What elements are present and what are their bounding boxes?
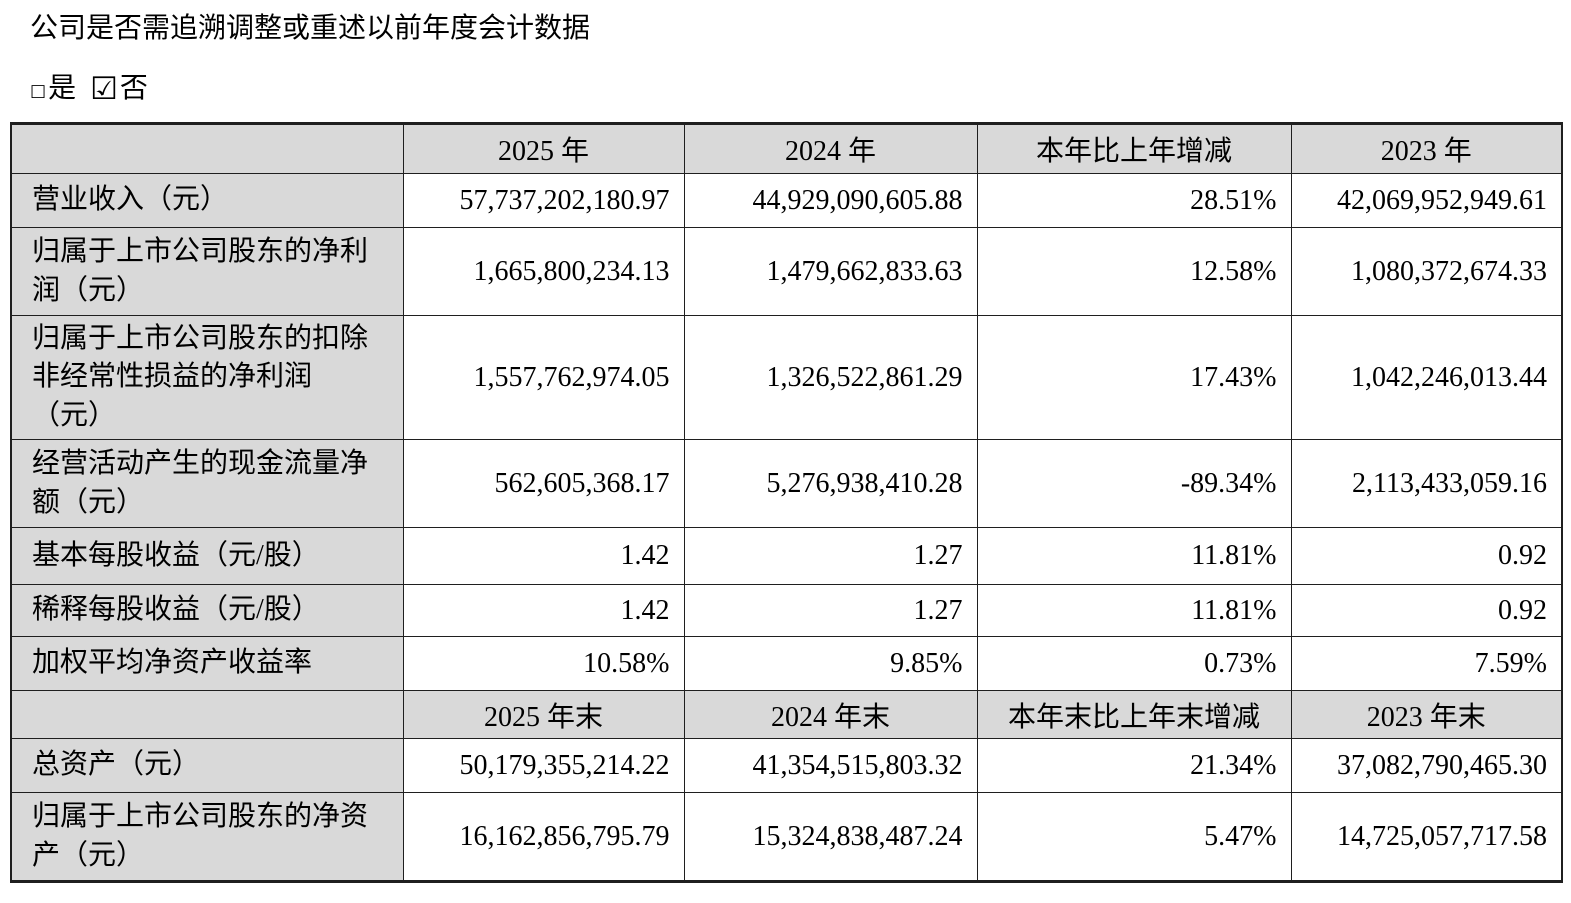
value-2024: 1,479,662,833.63 bbox=[683, 227, 978, 316]
row-operating-cash-flow: 经营活动产生的现金流量净 额（元） 562,605,368.17 5,276,9… bbox=[10, 439, 1563, 528]
value-2023: 0.92 bbox=[1290, 527, 1563, 585]
row-label: 加权平均净资产收益率 bbox=[10, 636, 404, 691]
row-total-assets: 总资产（元） 50,179,355,214.22 41,354,515,803.… bbox=[10, 738, 1563, 793]
row-label: 营业收入（元） bbox=[10, 173, 404, 228]
row-label: 归属于上市公司股东的净资 产（元） bbox=[10, 792, 404, 882]
header-2023: 2023 年 bbox=[1290, 123, 1563, 174]
value-2023: 42,069,952,949.61 bbox=[1290, 173, 1563, 228]
value-change: 11.81% bbox=[976, 584, 1292, 637]
value-2025: 1.42 bbox=[402, 527, 685, 585]
row-net-profit-deducted: 归属于上市公司股东的扣除 非经常性损益的净利润 （元） 1,557,762,97… bbox=[10, 315, 1563, 440]
value-2023: 14,725,057,717.58 bbox=[1290, 792, 1563, 882]
checkbox-unchecked-icon: □ bbox=[30, 80, 47, 101]
row-weighted-roe: 加权平均净资产收益率 10.58% 9.85% 0.73% 7.59% bbox=[10, 636, 1563, 691]
option-yes: □ 是 bbox=[30, 72, 76, 106]
row-label: 归属于上市公司股东的扣除 非经常性损益的净利润 （元） bbox=[10, 315, 404, 440]
header-eoy-change: 本年末比上年末增减 bbox=[976, 690, 1292, 739]
header-2024: 2024 年 bbox=[683, 123, 978, 174]
document-page: 公司是否需追溯调整或重述以前年度会计数据 □ 是 ☑ 否 2025 年 2024 年… bbox=[0, 12, 1571, 903]
value-2023: 1,042,246,013.44 bbox=[1290, 315, 1563, 440]
value-2025: 10.58% bbox=[402, 636, 685, 691]
header-2023-end: 2023 年末 bbox=[1290, 690, 1563, 739]
value-2025: 1,665,800,234.13 bbox=[402, 227, 685, 316]
value-change: 11.81% bbox=[976, 527, 1292, 585]
value-2025: 1,557,762,974.05 bbox=[402, 315, 685, 440]
value-change: 28.51% bbox=[976, 173, 1292, 228]
header-yoy-change: 本年比上年增减 bbox=[976, 123, 1292, 174]
value-2024: 41,354,515,803.32 bbox=[683, 738, 978, 793]
row-label: 归属于上市公司股东的净利 润（元） bbox=[10, 227, 404, 316]
value-2025: 1.42 bbox=[402, 584, 685, 637]
value-2025: 16,162,856,795.79 bbox=[402, 792, 685, 882]
table-header-end-of-year: 2025 年末 2024 年末 本年末比上年末增减 2023 年末 bbox=[10, 690, 1563, 739]
value-2024: 1.27 bbox=[683, 584, 978, 637]
value-2025: 57,737,202,180.97 bbox=[402, 173, 685, 228]
row-label: 稀释每股收益（元/股） bbox=[10, 584, 404, 637]
row-label: 基本每股收益（元/股） bbox=[10, 527, 404, 585]
table-header-annual: 2025 年 2024 年 本年比上年增减 2023 年 bbox=[10, 123, 1563, 174]
checkbox-checked-icon: ☑ bbox=[90, 70, 118, 107]
value-2023: 7.59% bbox=[1290, 636, 1563, 691]
value-2023: 37,082,790,465.30 bbox=[1290, 738, 1563, 793]
value-2023: 0.92 bbox=[1290, 584, 1563, 637]
row-label: 总资产（元） bbox=[10, 738, 404, 793]
checkbox-line: □ 是 ☑ 否 bbox=[30, 72, 1571, 106]
value-change: 0.73% bbox=[976, 636, 1292, 691]
row-basic-eps: 基本每股收益（元/股） 1.42 1.27 11.81% 0.92 bbox=[10, 527, 1563, 585]
row-net-assets: 归属于上市公司股东的净资 产（元） 16,162,856,795.79 15,3… bbox=[10, 792, 1563, 882]
row-diluted-eps: 稀释每股收益（元/股） 1.42 1.27 11.81% 0.92 bbox=[10, 584, 1563, 637]
value-2025: 562,605,368.17 bbox=[402, 439, 685, 528]
header-2024-end: 2024 年末 bbox=[683, 690, 978, 739]
key-financials-table: 2025 年 2024 年 本年比上年增减 2023 年 营业收入（元） 57,… bbox=[10, 122, 1563, 883]
row-operating-revenue: 营业收入（元） 57,737,202,180.97 44,929,090,605… bbox=[10, 173, 1563, 228]
value-2023: 1,080,372,674.33 bbox=[1290, 227, 1563, 316]
option-no: ☑ 否 bbox=[90, 72, 148, 106]
header-corner-cell bbox=[10, 123, 404, 174]
header-corner-cell bbox=[10, 690, 404, 739]
value-change: 5.47% bbox=[976, 792, 1292, 882]
question-title: 公司是否需追溯调整或重述以前年度会计数据 bbox=[30, 13, 591, 44]
row-label: 经营活动产生的现金流量净 额（元） bbox=[10, 439, 404, 528]
option-no-label: 否 bbox=[119, 73, 148, 104]
value-2024: 9.85% bbox=[683, 636, 978, 691]
header-2025-end: 2025 年末 bbox=[402, 690, 685, 739]
value-2024: 15,324,838,487.24 bbox=[683, 792, 978, 882]
option-yes-label: 是 bbox=[48, 73, 77, 104]
value-change: -89.34% bbox=[976, 439, 1292, 528]
value-change: 21.34% bbox=[976, 738, 1292, 793]
value-2025: 50,179,355,214.22 bbox=[402, 738, 685, 793]
header-2025: 2025 年 bbox=[402, 123, 685, 174]
value-2023: 2,113,433,059.16 bbox=[1290, 439, 1563, 528]
value-2024: 5,276,938,410.28 bbox=[683, 439, 978, 528]
value-2024: 1.27 bbox=[683, 527, 978, 585]
value-change: 17.43% bbox=[976, 315, 1292, 440]
value-2024: 44,929,090,605.88 bbox=[683, 173, 978, 228]
value-2024: 1,326,522,861.29 bbox=[683, 315, 978, 440]
row-net-profit: 归属于上市公司股东的净利 润（元） 1,665,800,234.13 1,479… bbox=[10, 227, 1563, 316]
value-change: 12.58% bbox=[976, 227, 1292, 316]
